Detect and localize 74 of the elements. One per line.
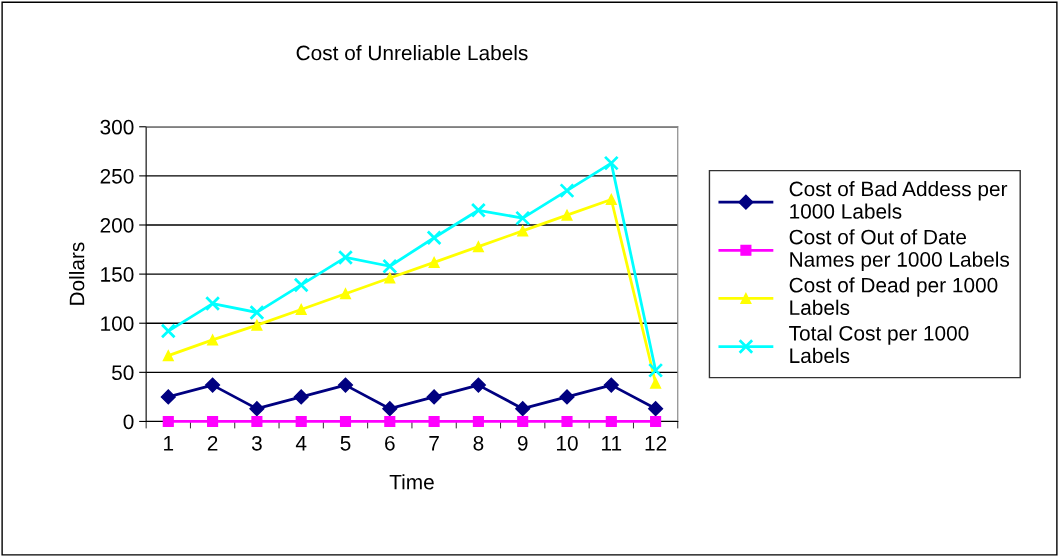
point	[382, 258, 398, 274]
point	[426, 389, 442, 405]
point	[426, 230, 442, 246]
point	[472, 415, 484, 428]
x-tick-label: 7	[429, 436, 439, 451]
point	[251, 415, 263, 428]
point	[650, 377, 662, 389]
point	[293, 389, 309, 405]
point	[603, 155, 619, 171]
y-tick-label: 150	[101, 267, 134, 282]
point	[339, 288, 352, 300]
point	[384, 415, 396, 428]
point	[160, 323, 176, 339]
x-tick-label: 5	[340, 436, 351, 451]
point	[162, 415, 174, 428]
point	[647, 362, 664, 379]
y-tick-label: 50	[112, 365, 134, 381]
x-tick-label: 12	[645, 435, 667, 451]
point	[295, 303, 307, 316]
y-tick-label: 0	[123, 414, 134, 430]
point	[515, 210, 531, 226]
x-tick-label: 6	[385, 435, 395, 451]
point	[517, 415, 529, 428]
y-tick-label: 200	[100, 218, 134, 233]
point	[470, 202, 487, 218]
x-tick-label: 11	[602, 436, 622, 451]
point	[251, 319, 263, 331]
point	[559, 389, 575, 405]
point	[162, 350, 174, 362]
legend-label: Cost of Bad Addess per 1000 Labels	[789, 181, 1008, 219]
x-tick-label: 2	[207, 435, 218, 451]
point	[561, 209, 573, 221]
point	[337, 377, 354, 393]
point	[428, 256, 440, 268]
y-tick-label: 250	[100, 168, 134, 184]
point	[648, 401, 664, 417]
point	[603, 377, 619, 393]
point	[382, 401, 398, 417]
y-axis-title: Dollars	[69, 242, 85, 305]
legend-label: Cost of Out of Date Names per 1000 Labels	[789, 229, 1010, 271]
x-tick-label: 9	[517, 435, 528, 451]
point	[204, 295, 221, 312]
point	[470, 377, 486, 393]
point	[160, 389, 176, 405]
point	[472, 241, 484, 253]
point	[559, 182, 575, 199]
x-tick-label: 3	[251, 435, 262, 451]
x-tick-label: 8	[473, 435, 484, 451]
point	[650, 415, 662, 428]
point	[293, 277, 309, 293]
y-tick-label: 100	[101, 316, 134, 331]
point	[205, 377, 221, 393]
point	[515, 401, 531, 417]
x-tick-label: 1	[164, 436, 174, 451]
point	[339, 415, 352, 428]
point	[207, 334, 219, 346]
point	[517, 225, 529, 237]
point	[337, 249, 354, 266]
point	[384, 272, 396, 284]
point	[428, 415, 440, 428]
point	[605, 193, 617, 206]
legend-label: Cost of Dead per 1000 Labels	[789, 277, 998, 315]
point	[249, 401, 265, 417]
chart-title: Cost of Unreliable Labels	[296, 45, 528, 61]
x-axis-title: Time	[389, 474, 434, 490]
point	[561, 415, 573, 428]
point	[207, 415, 219, 428]
legend-label: Total Cost per 1000 Labels	[789, 325, 969, 364]
x-tick-label: 10	[557, 435, 578, 451]
x-tick-label: 4	[295, 436, 307, 451]
y-tick-label: 300	[100, 119, 134, 135]
point	[295, 415, 307, 428]
point	[605, 415, 617, 428]
point	[249, 304, 265, 321]
